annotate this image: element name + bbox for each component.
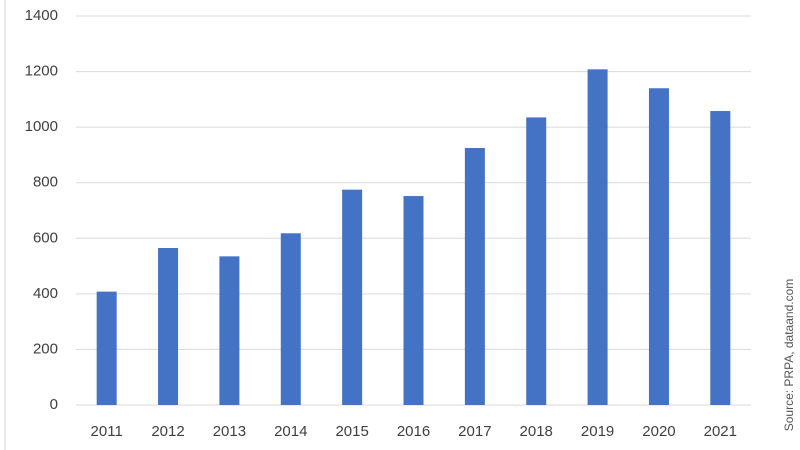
bar [648, 88, 669, 405]
y-tick-label: 1000 [25, 118, 58, 135]
x-tick-label: 2019 [581, 423, 614, 440]
bar [403, 196, 424, 405]
x-tick-label: 2018 [520, 423, 553, 440]
bar [587, 69, 608, 405]
source-note: Source: PRPA, dataand.com [782, 279, 796, 432]
y-tick-label: 200 [33, 340, 58, 357]
bar [96, 291, 117, 405]
y-tick-label: 0 [50, 396, 58, 413]
bar [710, 111, 731, 405]
x-tick-label: 2011 [91, 423, 123, 440]
x-tick-label: 2017 [458, 423, 491, 440]
x-tick-label: 2014 [274, 423, 307, 440]
x-tick-label: 2012 [151, 423, 184, 440]
bar [280, 233, 301, 405]
y-tick-label: 1400 [25, 7, 58, 24]
y-tick-label: 600 [33, 229, 58, 246]
x-tick-label: 2013 [213, 423, 246, 440]
y-tick-label: 1200 [25, 63, 58, 80]
x-tick-label: 2016 [397, 423, 430, 440]
bar [219, 256, 240, 405]
bar [464, 147, 485, 405]
y-tick-label: 400 [33, 285, 58, 302]
x-tick-label: 2021 [704, 423, 737, 440]
x-tick-label: 2015 [335, 423, 368, 440]
bar [158, 248, 179, 405]
bar [526, 117, 547, 406]
bar [342, 189, 363, 405]
y-tick-label: 800 [33, 174, 58, 191]
x-tick-label: 2020 [642, 423, 675, 440]
